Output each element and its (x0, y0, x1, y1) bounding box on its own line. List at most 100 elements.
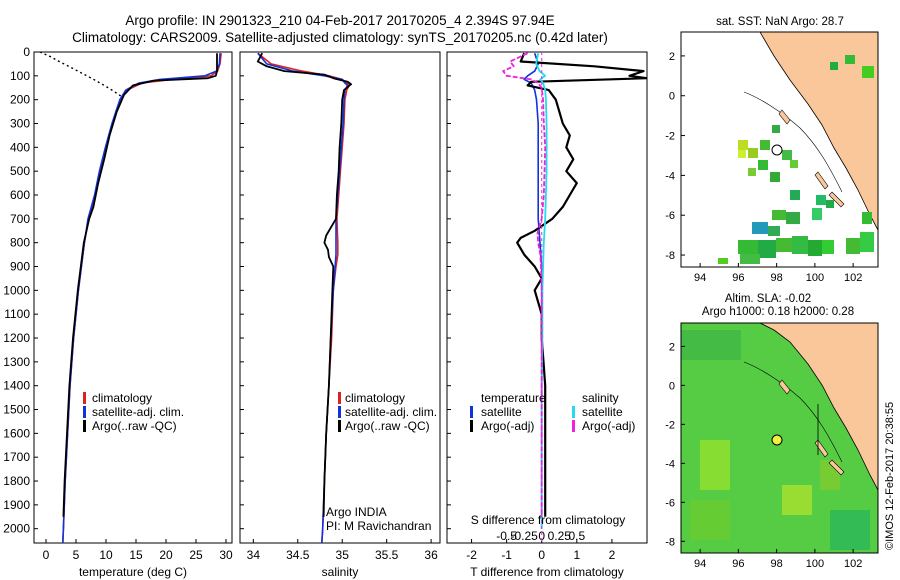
x-tick-label: 30 (219, 548, 233, 562)
x-tick-label-top: -0.25 (511, 529, 539, 543)
sla-field-patch-4 (681, 330, 741, 360)
map-y-tick-label: 0 (669, 380, 675, 392)
series-line-satellite-adj-clim- (257, 52, 349, 543)
legend-label-climatology: climatology (345, 391, 405, 405)
sst-argo-location-marker (771, 144, 783, 156)
x-tick-label: 34.5 (286, 548, 310, 562)
map-x-tick-label: 100 (806, 558, 824, 570)
sst-map (681, 32, 878, 267)
y-tick-label: 500 (10, 164, 30, 178)
y-tick-label: 200 (10, 93, 30, 107)
series-line-temperature-argo-adj- (516, 52, 647, 517)
temperature-axis-ticks: 0 5 10 15 20 25 300100200300400500600700800900… (3, 45, 233, 562)
difference-xlabel-top: S difference from climatology (471, 513, 626, 527)
map-x-tick-label: 100 (806, 272, 824, 284)
series-line-salinity-argo-adj- (502, 52, 547, 517)
y-tick-label: 1500 (3, 403, 30, 417)
map-y-tick-label: -6 (665, 210, 675, 222)
sla-map-subtitle: Argo h1000: 0.18 h2000: 0.28 (702, 306, 854, 318)
series-line-satellite-adj-clim- (62, 53, 221, 543)
figure-title-line2: Climatology: CARS2009. Satellite-adjuste… (72, 30, 608, 45)
difference-legend: temperature satellite Argo(-adj) salinit… (470, 391, 635, 433)
legend-swatch-t-argo (470, 420, 473, 432)
legend-swatch-satellite (338, 406, 341, 418)
map-x-tick-label: 98 (771, 272, 783, 284)
difference-panel-frame (446, 51, 648, 544)
sst-coastline-outline (743, 91, 843, 193)
sla-argo-location-marker (771, 434, 783, 446)
y-tick-label: 400 (10, 140, 30, 154)
legend-label-argo: Argo(..raw -QC) (92, 419, 177, 433)
sst-island-3 (828, 191, 845, 208)
y-tick-label: 1600 (3, 426, 30, 440)
temperature-panel-frame (33, 51, 233, 544)
x-tick-label: 2 (609, 548, 616, 562)
sla-field-patch-1 (700, 440, 730, 490)
y-tick-label: 0 (23, 45, 30, 59)
sla-map (681, 323, 878, 553)
temperature-xlabel: temperature (deg C) (79, 565, 187, 579)
argo-program-label: Argo INDIA (326, 505, 387, 519)
figure-title-line1: Argo profile: IN 2901323_210 04-Feb-2017… (125, 13, 554, 28)
map-x-tick-label: 96 (732, 272, 744, 284)
map-x-tick-label: 98 (771, 558, 783, 570)
sla-field-patch-6 (830, 510, 870, 550)
map-y-tick-label: 2 (669, 51, 675, 63)
legend-swatch-t-satellite (470, 406, 473, 418)
legend-heading-salinity: salinity (582, 391, 619, 405)
map-y-tick-label: 2 (669, 341, 675, 353)
map-x-tick-label: 102 (844, 272, 862, 284)
x-tick-label: -1 (501, 548, 512, 562)
legend-swatch-climatology (83, 392, 86, 404)
legend-label-s-argo: Argo(-adj) (582, 419, 635, 433)
map-y-tick-label: -8 (665, 250, 675, 262)
map-y-tick-label: -2 (665, 419, 675, 431)
y-tick-label: 1000 (3, 283, 30, 297)
y-tick-label: 1700 (3, 450, 30, 464)
legend-swatch-s-argo (572, 420, 575, 432)
map-y-tick-label: -4 (665, 170, 675, 182)
x-tick-label: 15 (129, 548, 143, 562)
y-tick-label: 2000 (3, 522, 30, 536)
x-tick-label: 0 (538, 548, 545, 562)
sst-land-sumatra (759, 32, 878, 231)
y-tick-label: 600 (10, 188, 30, 202)
legend-label-t-argo: Argo(-adj) (481, 419, 534, 433)
map-x-tick-label: 94 (694, 558, 706, 570)
x-tick-label: 36 (424, 548, 438, 562)
series-line-climatology (62, 53, 222, 543)
x-tick-label: 20 (159, 548, 173, 562)
legend-label-argo: Argo(..raw -QC) (345, 419, 430, 433)
map-x-tick-label: 94 (694, 272, 706, 284)
y-tick-label: 700 (10, 212, 30, 226)
series-line-temperature-satellite (523, 52, 543, 529)
map-x-tick-label: 102 (844, 558, 862, 570)
map-y-tick-label: 0 (669, 91, 675, 103)
map-x-tick-label: 96 (732, 558, 744, 570)
legend-heading-temperature: temperature (481, 391, 546, 405)
x-tick-label: 35.5 (375, 548, 399, 562)
x-tick-label: -2 (466, 548, 477, 562)
sla-field-patch-3 (820, 460, 840, 490)
legend-swatch-climatology (338, 392, 341, 404)
y-tick-label: 1800 (3, 474, 30, 488)
sst-map-frame (680, 31, 879, 268)
y-tick-label: 1400 (3, 379, 30, 393)
x-tick-label-top: 0 (538, 529, 545, 543)
x-tick-label: 34 (247, 548, 261, 562)
salinity-panel-frame (239, 51, 441, 544)
legend-label-s-satellite: satellite (582, 405, 623, 419)
series-line-argo-raw-qc-qc-flagged (39, 52, 124, 98)
legend-label-climatology: climatology (92, 391, 152, 405)
y-tick-label: 1100 (4, 307, 30, 321)
y-tick-label: 900 (10, 260, 30, 274)
salinity-legend: climatology satellite-adj. clim. Argo(..… (326, 391, 437, 533)
argo-pi-label: PI: M Ravichandran (326, 519, 431, 533)
y-tick-label: 1300 (3, 355, 30, 369)
y-tick-label: 300 (10, 117, 30, 131)
salinity-xlabel: salinity (322, 565, 359, 579)
legend-label-t-satellite: satellite (481, 405, 522, 419)
difference-xlabel: T difference from climatology (470, 565, 624, 579)
sla-map-axis-ticks: 94 96 98 100 102 2 0 -2 -4 -6 -8 (665, 341, 862, 570)
